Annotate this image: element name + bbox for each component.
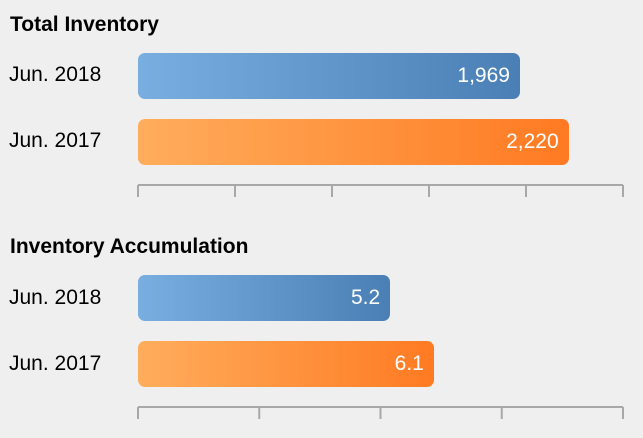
category-label-jun-2017: Jun. 2017 — [9, 352, 102, 375]
bar-value-label: 1,969 — [457, 64, 510, 87]
bar-value-label: 2,220 — [506, 130, 559, 153]
category-label-jun-2017: Jun. 2017 — [9, 129, 102, 152]
bar-jun-2017: 6.1 — [138, 341, 434, 387]
category-label-jun-2018: Jun. 2018 — [9, 63, 102, 86]
chart-title: Inventory Accumulation — [10, 235, 249, 258]
bar-jun-2018: 5.2 — [138, 275, 391, 321]
chart-title: Total Inventory — [10, 13, 159, 36]
bar-value-label: 5.2 — [350, 286, 381, 309]
bar-jun-2017: 2,220 — [138, 119, 569, 165]
x-axis — [137, 184, 624, 197]
category-label-jun-2018: Jun. 2018 — [9, 286, 102, 309]
bar-value-label: 6.1 — [394, 352, 424, 375]
bar-jun-2018: 1,969 — [138, 53, 520, 99]
total-inventory-chart: Total Inventory Jun. 2018 1,969 Jun. 201… — [0, 0, 643, 210]
x-axis — [137, 406, 624, 419]
inventory-accumulation-chart: Inventory Accumulation Jun. 2018 5.2 Jun… — [0, 222, 643, 438]
